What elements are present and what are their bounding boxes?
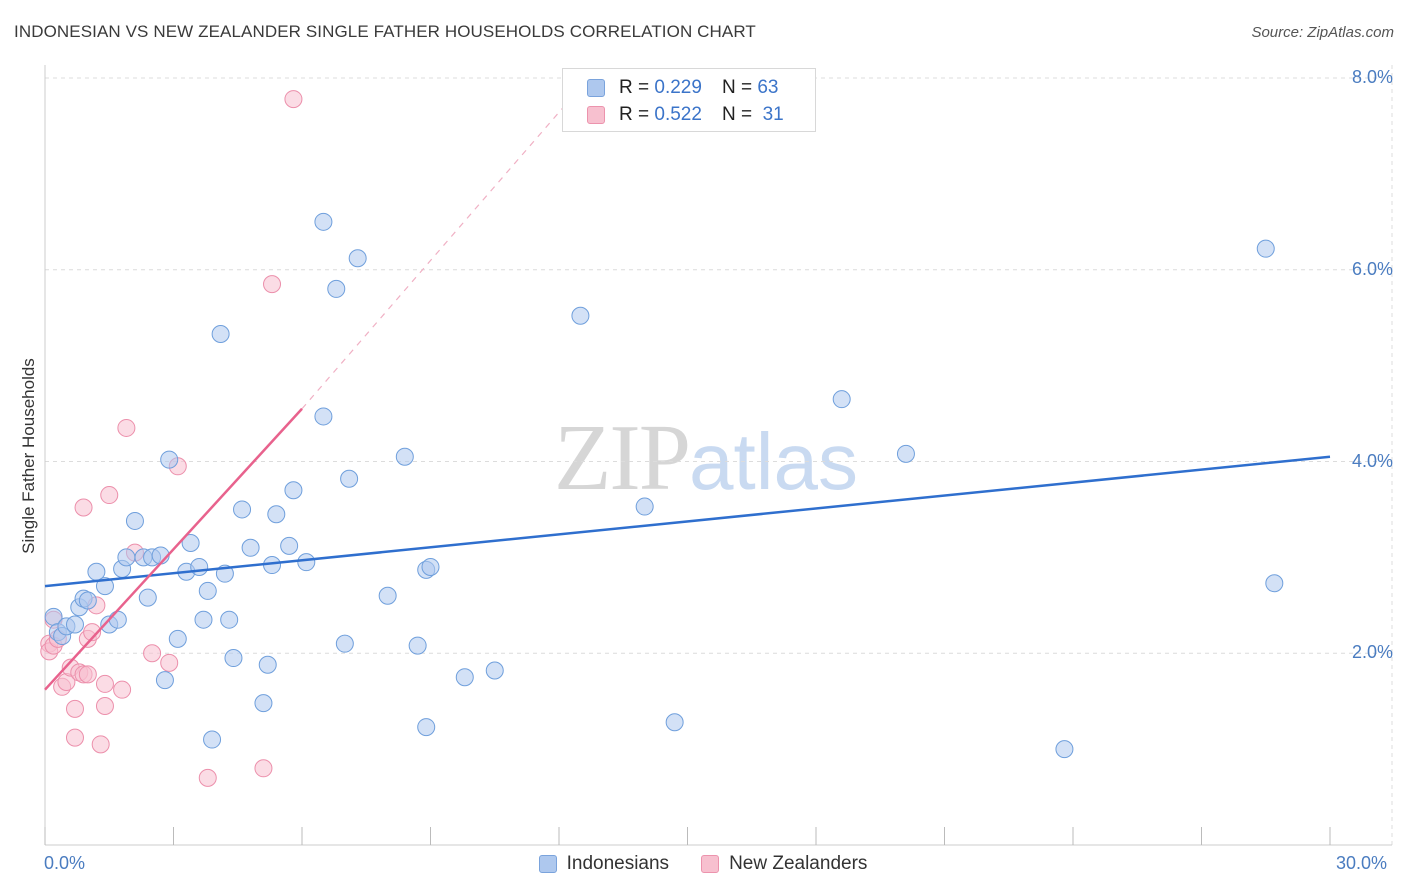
legend-n-label: N = [721, 104, 753, 125]
point-indonesians [421, 557, 440, 576]
point-new-zealanders [95, 696, 114, 715]
point-new-zealanders [83, 623, 102, 642]
point-new-zealanders [65, 699, 84, 718]
point-new-zealanders [143, 644, 162, 663]
legend-n-value: 63 [757, 77, 779, 98]
point-indonesians [408, 636, 427, 655]
legend-r-label: R = [619, 104, 650, 125]
point-indonesians [138, 588, 157, 607]
point-indonesians [340, 469, 359, 488]
point-new-zealanders [78, 665, 97, 684]
point-indonesians [181, 533, 200, 552]
legend-row-indonesians: R = 0.229 N = 63 [587, 77, 778, 99]
point-new-zealanders [117, 418, 136, 437]
legend-item-new-zealanders: New Zealanders [701, 853, 867, 875]
x-tick-label-max: 30.0% [1336, 853, 1388, 873]
stats-legend: R = 0.229 N = 63 R = 0.522 N = 31 [562, 68, 816, 132]
point-indonesians [267, 505, 286, 524]
trendline-indonesians [44, 455, 1331, 588]
legend-row-new-zealanders: R = 0.522 N = 31 [587, 104, 784, 126]
point-indonesians [417, 718, 436, 737]
point-indonesians [78, 591, 97, 610]
point-indonesians [1256, 239, 1275, 258]
point-indonesians [297, 553, 316, 572]
point-indonesians [168, 629, 187, 648]
point-indonesians [455, 668, 474, 687]
point-indonesians [160, 450, 179, 469]
point-new-zealanders [198, 768, 217, 787]
point-indonesians [108, 610, 127, 629]
point-new-zealanders [100, 486, 119, 505]
point-indonesians [211, 324, 230, 343]
legend-r-value: 0.229 [654, 77, 702, 98]
legend-swatch-blue [587, 79, 605, 97]
point-indonesians [571, 306, 590, 325]
point-indonesians [258, 655, 277, 674]
legend-n-value: 31 [762, 104, 784, 125]
legend-swatch-pink [587, 106, 605, 124]
point-indonesians [665, 713, 684, 732]
point-indonesians [155, 671, 174, 690]
point-indonesians [348, 249, 367, 268]
legend-r-value: 0.522 [654, 104, 702, 125]
point-new-zealanders [65, 728, 84, 747]
point-indonesians [233, 500, 252, 519]
legend-r-label: R = [619, 77, 650, 98]
y-tick-label: 8.0% [1351, 67, 1393, 87]
point-new-zealanders [95, 674, 114, 693]
point-indonesians [280, 536, 299, 555]
point-indonesians [224, 649, 243, 668]
legend-label-new-zealanders: New Zealanders [729, 853, 868, 874]
x-tick-label-min: 0.0% [44, 853, 86, 873]
point-indonesians [254, 694, 273, 713]
y-tick-label: 6.0% [1351, 258, 1393, 279]
series-legend: Indonesians New Zealanders [0, 852, 1406, 876]
point-indonesians [635, 497, 654, 516]
point-indonesians [194, 610, 213, 629]
point-new-zealanders [74, 498, 93, 517]
legend-label-indonesians: Indonesians [566, 853, 670, 874]
point-indonesians [65, 615, 84, 634]
point-indonesians [1055, 740, 1074, 759]
point-indonesians [896, 444, 915, 463]
point-indonesians [198, 581, 217, 600]
point-new-zealanders [160, 653, 179, 672]
watermark-zip: ZIP [554, 406, 691, 510]
legend-item-indonesians: Indonesians [538, 853, 670, 875]
point-indonesians [241, 538, 260, 557]
legend-n-label: N = [721, 77, 753, 98]
y-tick-label: 2.0% [1351, 642, 1393, 663]
trendline-new-zealanders [44, 407, 303, 691]
point-indonesians [314, 212, 333, 231]
point-indonesians [395, 447, 414, 466]
point-indonesians [117, 548, 136, 567]
chart-source: Source: ZipAtlas.com [1251, 24, 1394, 41]
point-indonesians [190, 557, 209, 576]
point-indonesians [220, 610, 239, 629]
point-indonesians [284, 481, 303, 500]
point-new-zealanders [254, 759, 273, 778]
point-indonesians [1265, 574, 1284, 593]
point-indonesians [832, 390, 851, 409]
y-tick-label: 4.0% [1351, 450, 1393, 471]
point-indonesians [378, 586, 397, 605]
point-indonesians [335, 634, 354, 653]
legend-swatch-blue [538, 855, 557, 873]
point-new-zealanders [263, 275, 282, 294]
point-indonesians [203, 730, 222, 749]
point-new-zealanders [113, 680, 132, 699]
point-new-zealanders [284, 90, 303, 109]
point-indonesians [314, 407, 333, 426]
chart-title: INDONESIAN VS NEW ZEALANDER SINGLE FATHE… [14, 22, 756, 41]
point-indonesians [485, 661, 504, 680]
point-new-zealanders [91, 735, 110, 754]
legend-swatch-pink [701, 855, 720, 873]
point-indonesians [327, 279, 346, 298]
point-indonesians [125, 511, 144, 530]
point-indonesians [95, 577, 114, 596]
trendline-new-zealanders-extension [301, 87, 581, 410]
